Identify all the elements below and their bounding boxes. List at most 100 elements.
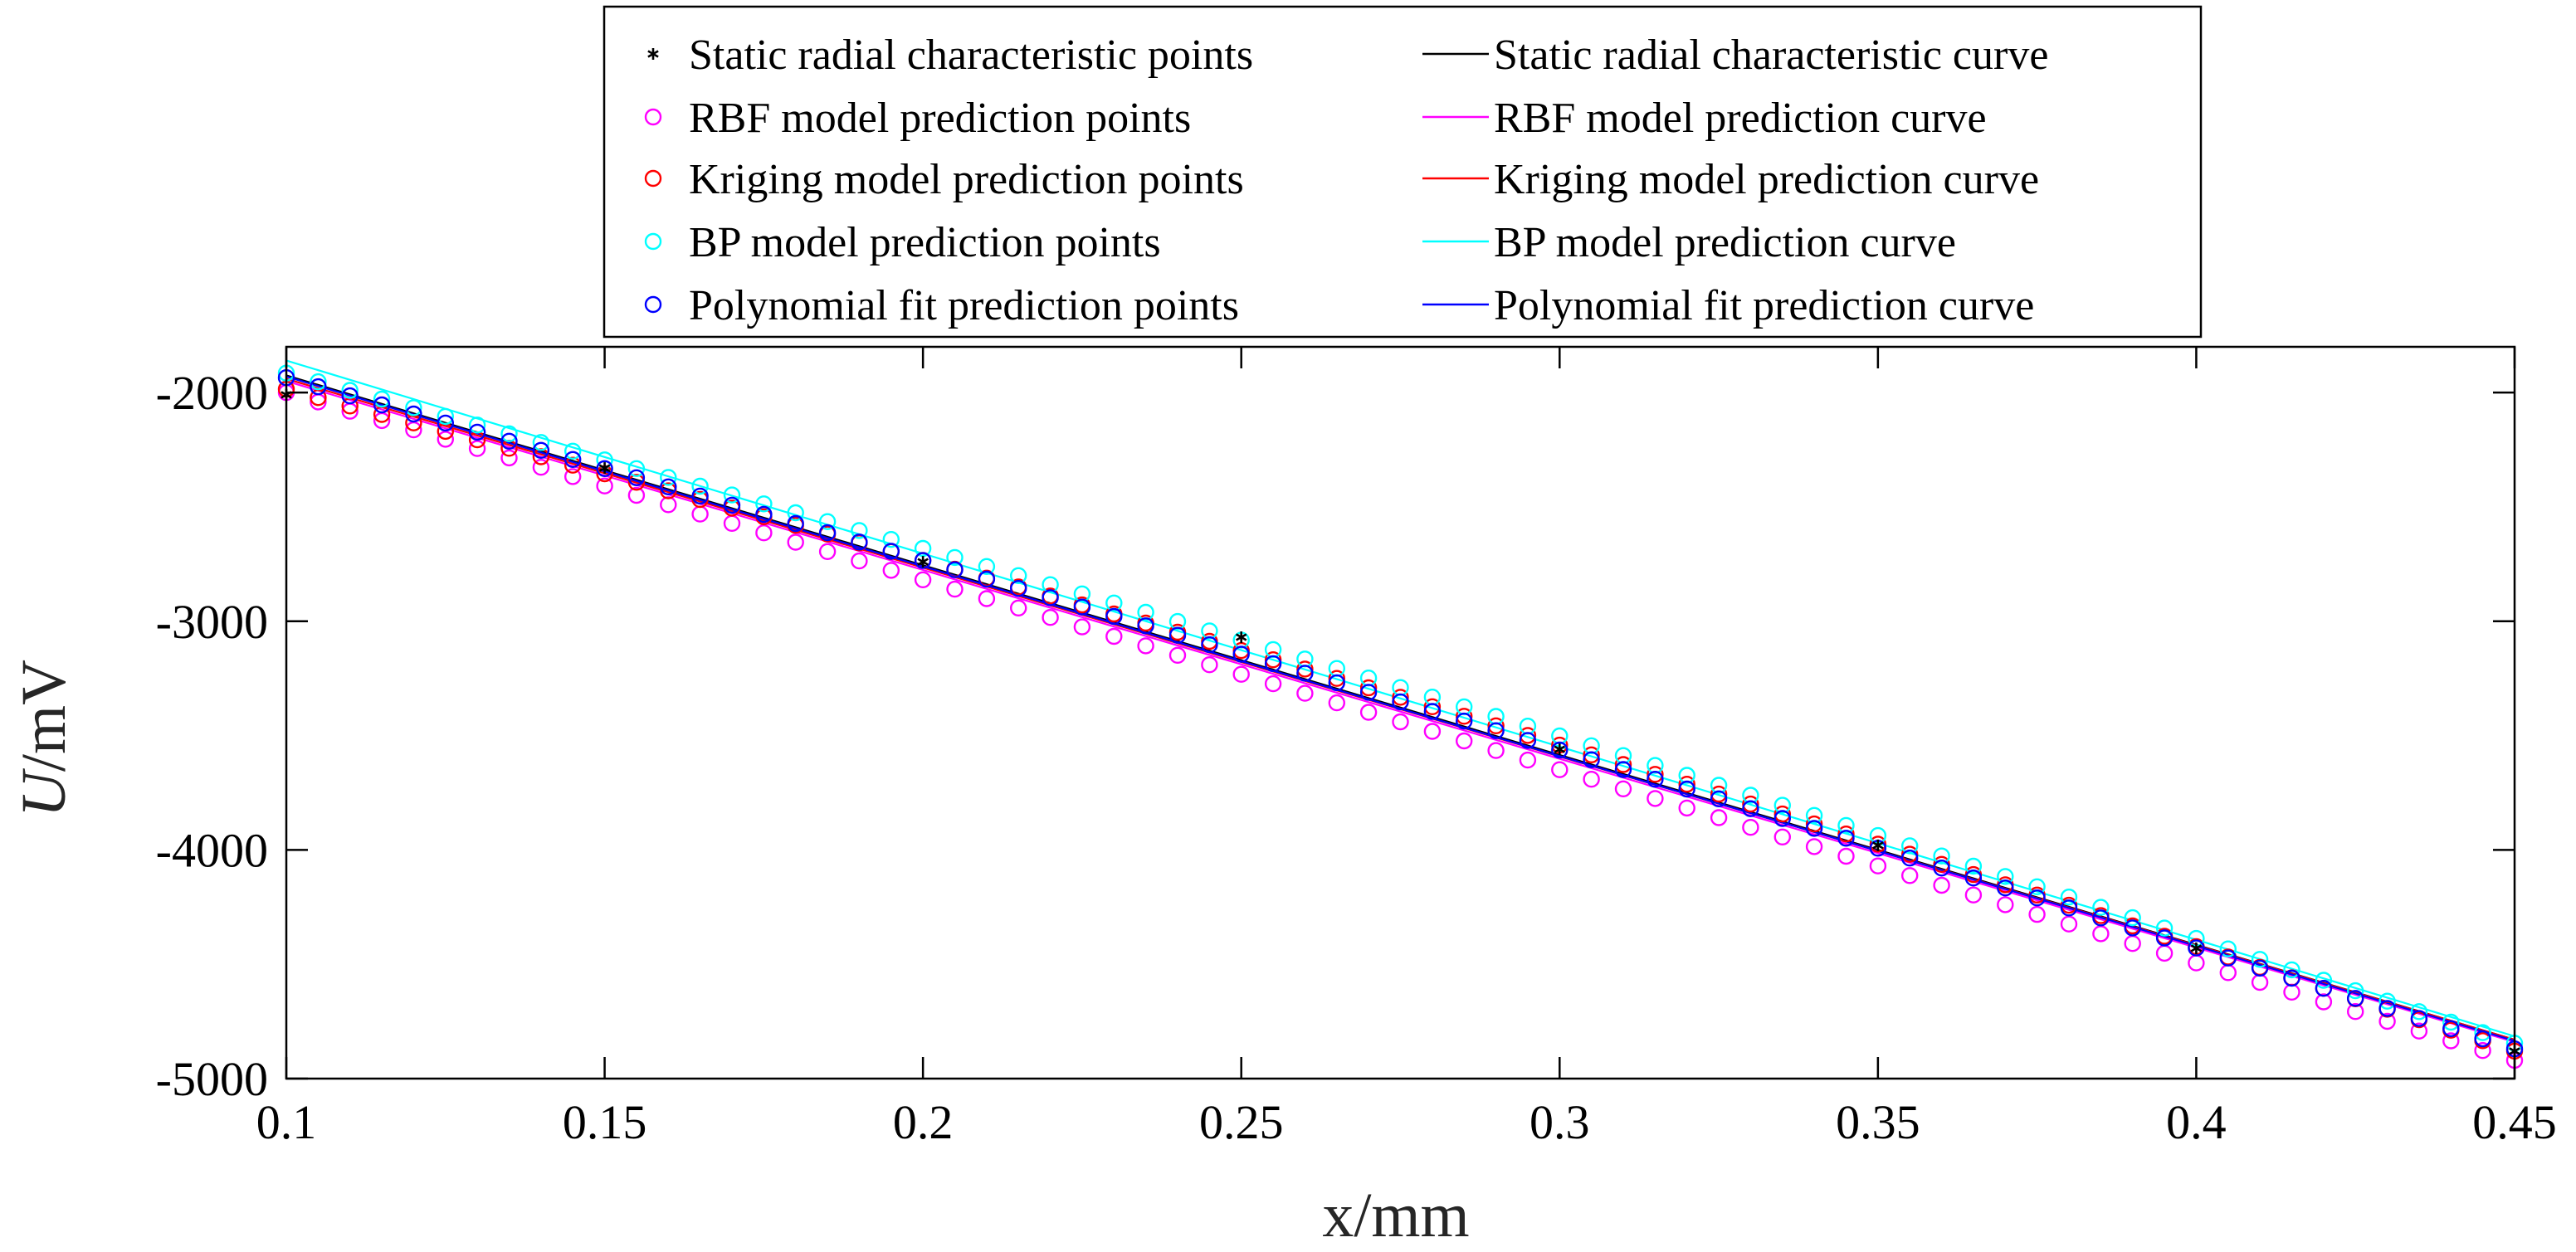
data-point	[596, 460, 613, 477]
data-point	[1042, 609, 1059, 626]
data-point	[1647, 771, 1664, 788]
data-point	[2092, 909, 2110, 927]
data-point	[1423, 689, 1442, 706]
data-point	[1900, 837, 1919, 855]
data-point	[1455, 732, 1473, 750]
data-point	[1773, 828, 1792, 845]
data-point	[373, 390, 391, 408]
data-point	[1647, 766, 1664, 783]
data-point	[2410, 1010, 2428, 1027]
data-point	[564, 468, 582, 485]
data-point	[2251, 951, 2269, 968]
x-tick-label: 0.4	[2166, 1095, 2227, 1149]
data-point	[851, 522, 868, 539]
legend-marker-circle	[644, 169, 662, 188]
data-point	[1137, 603, 1154, 621]
data-point	[2155, 944, 2174, 962]
legend-marker-circle	[644, 295, 662, 314]
data-point	[2092, 925, 2110, 943]
data-point-star	[1235, 631, 1247, 644]
data-point	[1837, 826, 1855, 843]
data-point	[1678, 767, 1695, 784]
star-stroke	[1554, 745, 1566, 753]
data-point	[978, 558, 996, 575]
y-axis-title-unit: /mV	[9, 660, 79, 772]
data-point	[1296, 650, 1314, 668]
data-point	[1328, 660, 1346, 677]
star-stroke	[2190, 944, 2203, 952]
data-point	[2188, 954, 2205, 972]
data-point	[755, 495, 773, 513]
data-point	[1264, 641, 1282, 659]
data-point	[1805, 838, 1823, 855]
data-point	[1678, 799, 1695, 817]
data-point	[1551, 727, 1569, 745]
data-point	[2219, 964, 2237, 982]
data-point	[1900, 867, 1919, 884]
data-point	[978, 570, 996, 588]
x-tick-label: 0.25	[1199, 1095, 1284, 1149]
data-point	[1742, 819, 1759, 836]
data-point	[1487, 708, 1505, 725]
data-point	[818, 524, 837, 542]
data-point	[2251, 973, 2269, 991]
data-point	[1009, 599, 1027, 616]
data-point	[564, 442, 582, 460]
data-point	[1614, 761, 1632, 778]
data-point	[1997, 896, 2014, 913]
data-point	[1933, 859, 1950, 877]
data-point	[787, 504, 804, 522]
data-point	[1933, 876, 1950, 894]
data-point	[2378, 1012, 2396, 1030]
data-point	[914, 539, 932, 558]
star-stroke	[917, 558, 929, 566]
data-point-star	[917, 556, 929, 568]
data-point	[1583, 737, 1600, 754]
data-point	[660, 478, 677, 495]
data-point	[691, 487, 709, 505]
data-point	[2219, 949, 2237, 967]
data-point	[373, 396, 391, 414]
data-point	[2283, 961, 2300, 979]
data-point	[1359, 684, 1378, 701]
data-point	[310, 378, 327, 396]
data-point	[723, 496, 741, 514]
data-point	[1933, 847, 1950, 865]
data-point	[2378, 1000, 2396, 1017]
x-tick-label: 0.3	[1530, 1095, 1590, 1149]
legend-item-kriging-model-prediction-points: Kriging model prediction points	[644, 156, 1244, 203]
legend-item-rbf-model-prediction-points: RBF model prediction points	[644, 95, 1191, 142]
data-point	[1232, 665, 1250, 683]
legend-label: BP model prediction points	[689, 219, 1161, 266]
plot-area	[277, 359, 2524, 1069]
data-point	[2060, 915, 2078, 933]
data-point	[1997, 879, 2014, 897]
data-point	[1710, 790, 1728, 807]
data-point	[1742, 795, 1759, 813]
data-point	[946, 580, 964, 598]
data-point	[1201, 622, 1218, 640]
data-point	[1423, 703, 1442, 720]
data-point	[1296, 684, 1314, 702]
legend-label: BP model prediction curve	[1494, 219, 1956, 266]
data-point	[2442, 1020, 2460, 1038]
legend-item-bp-model-prediction-curve: BP model prediction curve	[1422, 219, 1956, 266]
data-point	[1042, 576, 1059, 593]
data-point	[500, 425, 518, 442]
data-point	[1328, 674, 1346, 692]
star-stroke	[1235, 633, 1247, 641]
legend-marker-circle	[644, 108, 662, 126]
data-point	[1964, 857, 1983, 875]
data-point	[2028, 878, 2046, 896]
data-point	[851, 552, 868, 570]
data-point	[2315, 993, 2333, 1011]
data-point	[2188, 939, 2205, 957]
legend-item-kriging-model-prediction-curve: Kriging model prediction curve	[1422, 156, 2039, 203]
data-point	[1105, 607, 1123, 626]
data-point	[755, 524, 773, 542]
data-point	[723, 514, 741, 532]
data-point	[1105, 594, 1123, 611]
data-point	[1519, 727, 1537, 744]
data-point	[1232, 645, 1250, 663]
data-point	[1773, 805, 1792, 823]
